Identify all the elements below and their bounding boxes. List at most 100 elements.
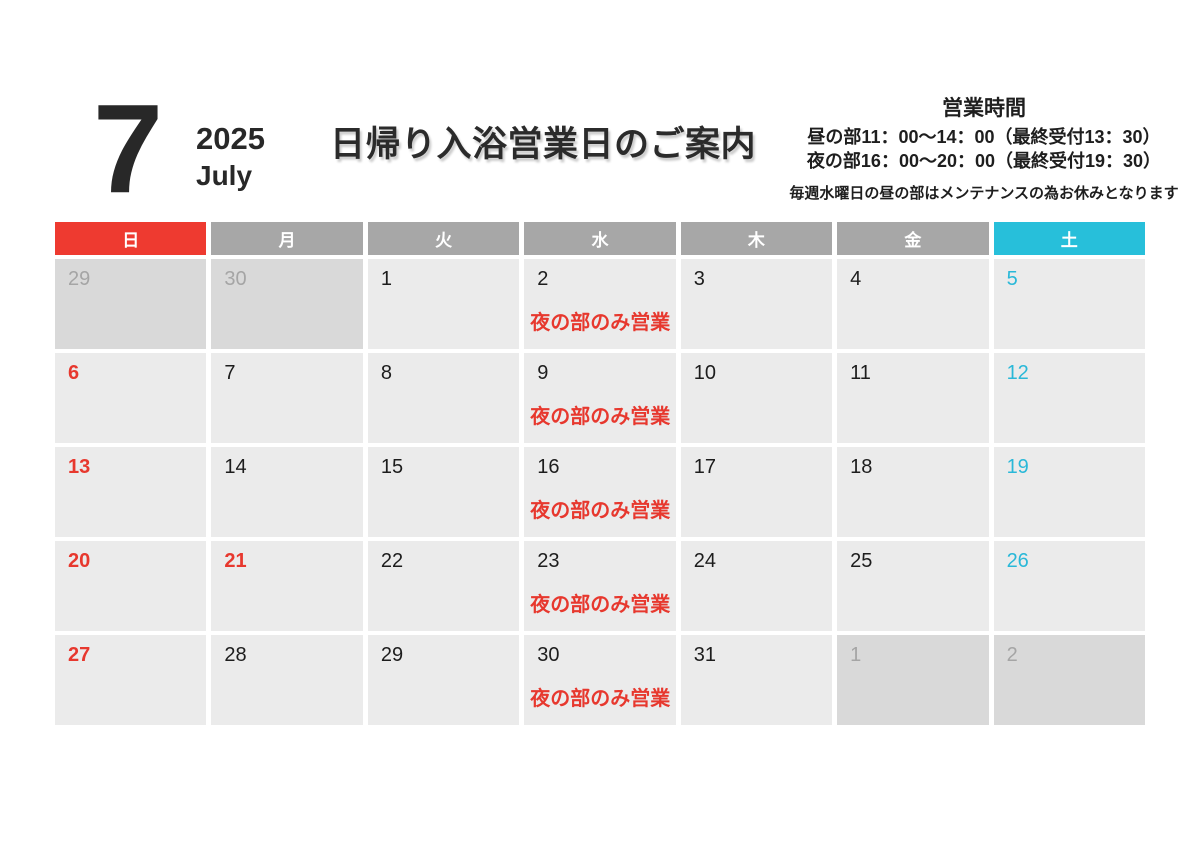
- maintenance-note: 毎週水曜日の昼の部はメンテナンスの為お休みとなります: [789, 184, 1179, 202]
- day-number: 2: [537, 268, 549, 290]
- day-number: 28: [224, 644, 247, 666]
- weekday-header-cell: 土: [993, 222, 1145, 255]
- weekday-header-cell: 木: [680, 222, 833, 255]
- month-name-label: July: [196, 159, 253, 191]
- day-number: 23: [537, 550, 560, 572]
- day-number: 30: [224, 268, 247, 290]
- calendar-day-cell: 7: [211, 353, 363, 443]
- weekday-label: 水: [591, 231, 609, 250]
- calendar-day-cell: 29: [367, 635, 520, 725]
- weekday-header-cell: 日: [55, 222, 207, 255]
- calendar-day-cell: 4: [837, 259, 989, 349]
- weekday-label: 日: [122, 231, 140, 250]
- calendar-day-cell: 6: [55, 353, 207, 443]
- page-title: 日帰り入浴営業日のご案内: [330, 125, 757, 164]
- night-hours-line: 夜の部16：00～20：00（最終受付19：30）: [806, 150, 1162, 171]
- calendar-day-cell: 27: [55, 635, 207, 725]
- day-number: 25: [850, 550, 873, 572]
- daytime-hours-line: 昼の部11：00～14：00（最終受付13：30）: [807, 127, 1161, 147]
- calendar-day-cell: 28: [211, 635, 363, 725]
- day-number: 24: [693, 550, 716, 572]
- day-number: 14: [224, 456, 247, 478]
- calendar-day-cell: 23 夜の部のみ営業: [524, 541, 676, 631]
- night-only-note: 夜の部のみ営業: [530, 406, 671, 428]
- calendar-day-cell: 13: [55, 447, 207, 537]
- day-number: 30: [537, 644, 560, 666]
- weekday-label: 金: [904, 231, 922, 250]
- weekday-header-cell: 水: [524, 222, 676, 255]
- day-number: 21: [224, 550, 247, 572]
- calendar-day-cell: 21: [211, 541, 363, 631]
- day-number: 29: [380, 644, 404, 666]
- day-number: 31: [693, 644, 716, 666]
- weekday-label: 月: [278, 231, 296, 250]
- calendar-day-cell: 11: [837, 353, 989, 443]
- calendar-day-cell: 10: [680, 353, 833, 443]
- day-number: 1: [380, 268, 392, 290]
- calendar: 日 月 火 水 木 金 土 29 30 1 2 夜の部のみ営業 3 4 5 6 …: [55, 222, 1145, 725]
- day-number: 26: [1006, 550, 1029, 572]
- calendar-day-cell: 1: [837, 635, 989, 725]
- weekday-header-cell: 月: [211, 222, 363, 255]
- business-hours-block: 営業時間 昼の部11：00～14：00（最終受付13：30） 夜の部16：00～…: [772, 92, 1196, 203]
- calendar-day-cell: 12: [993, 353, 1145, 443]
- day-number: 15: [380, 456, 404, 478]
- day-number: 13: [68, 456, 91, 478]
- day-number: 9: [537, 362, 549, 384]
- weekday-label: 木: [747, 231, 765, 250]
- month-number: 7: [93, 78, 163, 219]
- day-number: 16: [537, 456, 560, 478]
- day-number: 7: [224, 362, 236, 384]
- calendar-day-cell: 16 夜の部のみ営業: [524, 447, 676, 537]
- weekday-header-row: 日 月 火 水 木 金 土: [55, 222, 1145, 255]
- calendar-day-cell: 9 夜の部のみ営業: [524, 353, 676, 443]
- day-number: 19: [1006, 456, 1029, 478]
- day-number: 18: [850, 456, 873, 478]
- calendar-day-cell: 18: [837, 447, 989, 537]
- day-number: 27: [68, 644, 91, 666]
- night-only-note: 夜の部のみ営業: [530, 688, 671, 710]
- night-only-note: 夜の部のみ営業: [530, 594, 671, 616]
- day-number: 6: [68, 362, 80, 384]
- calendar-day-cell: 19: [993, 447, 1145, 537]
- day-number: 10: [693, 362, 716, 384]
- day-number: 3: [693, 268, 705, 290]
- day-number: 8: [380, 362, 392, 384]
- days-grid: 29 30 1 2 夜の部のみ営業 3 4 5 6 7 8 9 夜の部のみ営業 …: [55, 259, 1145, 725]
- day-number: 20: [68, 550, 91, 572]
- calendar-day-cell: 17: [680, 447, 833, 537]
- calendar-day-cell: 2 夜の部のみ営業: [524, 259, 676, 349]
- calendar-day-cell: 29: [55, 259, 207, 349]
- calendar-day-cell: 5: [993, 259, 1145, 349]
- day-number: 11: [850, 362, 871, 384]
- day-number: 29: [68, 268, 91, 290]
- calendar-day-cell: 26: [993, 541, 1145, 631]
- weekday-label: 火: [435, 231, 453, 250]
- calendar-day-cell: 3: [680, 259, 833, 349]
- day-number: 22: [380, 550, 404, 572]
- day-number: 2: [1006, 644, 1018, 666]
- day-number: 4: [850, 268, 862, 290]
- weekday-label: 土: [1060, 231, 1078, 250]
- year-month-block: 2025 July: [196, 121, 265, 192]
- calendar-day-cell: 22: [367, 541, 520, 631]
- calendar-day-cell: 20: [55, 541, 207, 631]
- calendar-day-cell: 2: [993, 635, 1145, 725]
- calendar-day-cell: 31: [680, 635, 833, 725]
- calendar-day-cell: 8: [367, 353, 520, 443]
- calendar-day-cell: 30: [211, 259, 363, 349]
- calendar-day-cell: 30 夜の部のみ営業: [524, 635, 676, 725]
- calendar-day-cell: 25: [837, 541, 989, 631]
- day-number: 1: [850, 644, 862, 666]
- calendar-day-cell: 14: [211, 447, 363, 537]
- weekday-header-cell: 金: [837, 222, 989, 255]
- calendar-day-cell: 24: [680, 541, 833, 631]
- day-number: 17: [693, 456, 716, 478]
- night-only-note: 夜の部のみ営業: [530, 312, 671, 334]
- calendar-day-cell: 15: [367, 447, 520, 537]
- weekday-header-cell: 火: [367, 222, 520, 255]
- calendar-day-cell: 1: [367, 259, 520, 349]
- day-number: 5: [1006, 268, 1018, 290]
- business-hours-heading: 営業時間: [942, 97, 1026, 120]
